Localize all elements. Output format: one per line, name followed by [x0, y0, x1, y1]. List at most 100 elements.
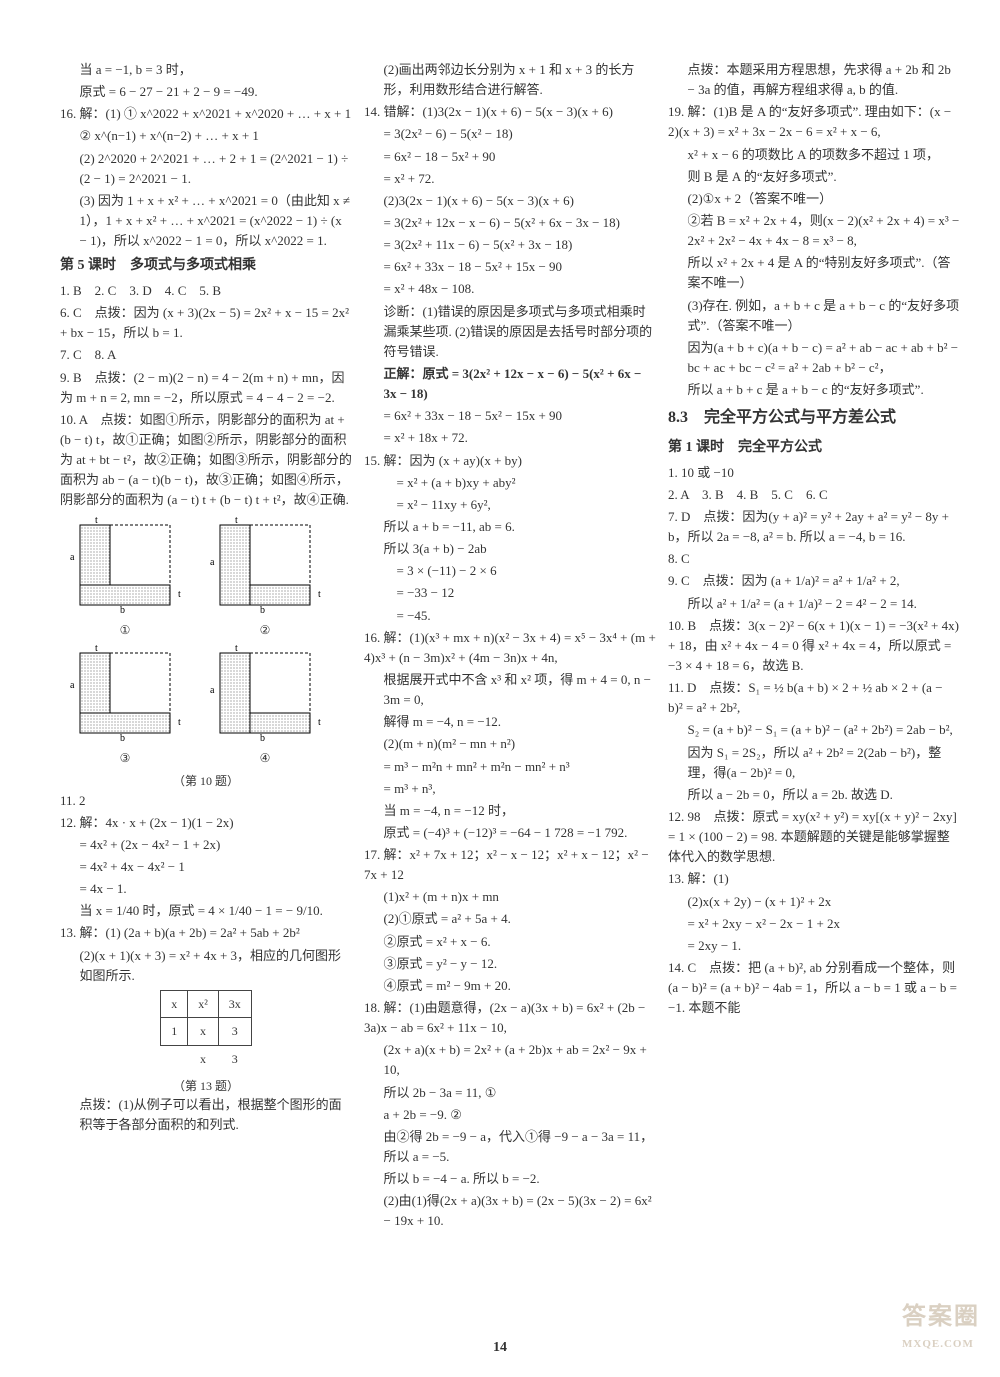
figure-caption: ④ [200, 749, 330, 768]
text-line: 16. 解：(1) ① x^2022 + x^2021 + x^2020 + …… [60, 104, 352, 124]
text-line: = 3(2x² + 12x − x − 6) − 5(x² + 6x − 3x … [364, 213, 656, 233]
text-line: (2)3(2x − 1)(x + 6) − 5(x − 3)(x + 6) [364, 191, 656, 211]
svg-text:t: t [95, 515, 98, 526]
text-line: S₂ = (a + b)² − S₁ = (a + b)² − (a² + 2b… [668, 720, 960, 740]
text-line: (3) 因为 1 + x + x² + … + x^2021 = 0（由此知 x… [60, 191, 352, 251]
text-line: 由②得 2b = −9 − a，代入①得 −9 − a − 3a = 11，所以… [364, 1127, 656, 1167]
text-line: 当 a = −1, b = 3 时， [60, 60, 352, 80]
text-line: 14. 错解：(1)3(2x − 1)(x + 6) − 5(x − 3)(x … [364, 102, 656, 122]
text-line: 所以 a + b = −11, ab = 6. [364, 517, 656, 537]
text-line: = 4x² + (2x − 4x² − 1 + 2x) [60, 835, 352, 855]
text-line: ②原式 = x² + x − 6. [364, 932, 656, 952]
text-line: 所以 b = −4 − a. 所以 b = −2. [364, 1169, 656, 1189]
text-line: 正解：原式 = 3(2x² + 12x − x − 6) − 5(x² + 6x… [364, 364, 656, 404]
text-line: (2)①原式 = a² + 5a + 4. [364, 909, 656, 929]
answer-line: 7. C 8. A [60, 345, 352, 365]
text-line: 所以 a² + 1/a² = (a + 1/a)² − 2 = 4² − 2 =… [668, 594, 960, 614]
watermark-main: 答案圈 [902, 1304, 980, 1330]
text-line: ④原式 = m² − 9m + 20. [364, 976, 656, 996]
text-line: = x² + 2xy − x² − 2x − 1 + 2x [668, 914, 960, 934]
text-line: 所以 a + b + c 是 a + b − c 的“友好多项式”. [668, 380, 960, 400]
text-line: 19. 解：(1)B 是 A 的“友好多项式”. 理由如下：(x − 2)(x … [668, 102, 960, 142]
text-line: (2)由(1)得(2x + a)(3x + b) = (2x − 5)(3x −… [364, 1191, 656, 1231]
text-line: (2) 2^2020 + 2^2021 + … + 2 + 1 = (2^202… [60, 149, 352, 189]
text-line: 因为(a + b + c)(a + b − c) = a² + ab − ac … [668, 338, 960, 378]
text-line: 根据展开式中不含 x³ 和 x² 项，得 m + 4 = 0, n − 3m =… [364, 670, 656, 710]
svg-text:b: b [120, 733, 125, 743]
text-line: = 6x² + 33x − 18 − 5x² − 15x + 90 [364, 406, 656, 426]
text-line: = m³ + n³, [364, 779, 656, 799]
svg-text:b: b [120, 605, 125, 615]
svg-text:t: t [95, 643, 98, 654]
table-cell: 1 [161, 1018, 188, 1046]
figure-caption: ① [60, 621, 190, 640]
svg-text:t: t [235, 643, 238, 654]
text-line: 16. 解：(1)(x³ + mx + n)(x² − 3x + 4) = x⁵… [364, 628, 656, 668]
text-line: 所以 a − 2b = 0，所以 a = 2b. 故选 D. [668, 785, 960, 805]
text-line: = m³ − m²n + mn² + m²n − mn² + n³ [364, 757, 656, 777]
text-line: 17. 解：x² + 7x + 12；x² − x − 12；x² + x − … [364, 845, 656, 885]
text-line: 则 B 是 A 的“友好多项式”. [668, 167, 960, 187]
text-line: (1)x² + (m + n)x + mn [364, 887, 656, 907]
text-line: = 4x − 1. [60, 879, 352, 899]
answer-line: 1. B 2. C 3. D 4. C 5. B [60, 281, 352, 301]
text-line: = 6x² + 33x − 18 − 5x² + 15x − 90 [364, 257, 656, 277]
text-line: ② x^(n−1) + x^(n−2) + … + x + 1 [60, 126, 352, 146]
text-line: 所以 3(a + b) − 2ab [364, 539, 656, 559]
chapter-heading: 8.3 完全平方公式与平方差公式 [668, 406, 960, 431]
figure-1: t a b t ① [60, 515, 190, 640]
svg-text:a: a [70, 552, 75, 563]
figure-3: t a b t ③ [60, 643, 190, 768]
column-2: (2)画出两邻边长分别为 x + 1 和 x + 3 的长方形，利用数形结合进行… [364, 60, 656, 1234]
text-line: = x² + 72. [364, 169, 656, 189]
table-cell: x [188, 1018, 219, 1046]
text-line: (3)存在. 例如，a + b + c 是 a + b − c 的“友好多项式”… [668, 296, 960, 336]
text-line: 18. 解：(1)由题意得，(2x − a)(3x + b) = 6x² + (… [364, 998, 656, 1038]
svg-text:a: a [70, 680, 75, 691]
answer-line: 11. D 点拨：S₁ = ½ b(a + b) × 2 + ½ ab × 2 … [668, 678, 960, 718]
text-line: (2)①x + 2（答案不唯一） [668, 189, 960, 209]
text-line: 所以 x² + 2x + 4 是 A 的“特别友好多项式”.（答案不唯一） [668, 253, 960, 293]
answer-line: 9. B 点拨：(2 − m)(2 − n) = 4 − 2(m + n) + … [60, 368, 352, 408]
svg-text:t: t [178, 589, 181, 600]
table-cell: 3 [218, 1018, 251, 1046]
answer-line: 6. C 点拨：因为 (x + 3)(2x − 5) = 2x² + x − 1… [60, 303, 352, 343]
page-number: 14 [0, 1337, 1000, 1359]
answer-line: 14. C 点拨：把 (a + b)², ab 分别看成一个整体，则(a − b… [668, 958, 960, 1018]
text-line: 原式 = (−4)³ + (−12)³ = −64 − 1 728 = −1 7… [364, 823, 656, 843]
answer-line: 12. 解：4x · x + (2x − 1)(1 − 2x) [60, 813, 352, 833]
answer-line: 10. A 点拨：如图①所示，阴影部分的面积为 at + (b − t) t，故… [60, 410, 352, 511]
svg-text:t: t [235, 515, 238, 526]
text-line: = −33 − 12 [364, 583, 656, 603]
text-line: = x² + (a + b)xy + aby² [364, 473, 656, 493]
answer-line: 1. 10 或 −10 [668, 463, 960, 483]
answer-line: 8. C [668, 549, 960, 569]
text-line: (2)(m + n)(m² − mn + n²) [364, 734, 656, 754]
text-line: = 2xy − 1. [668, 936, 960, 956]
figure-caption: ② [200, 621, 330, 640]
text-line: (2)x(x + 2y) − (x + 1)² + 2x [668, 892, 960, 912]
text-line: 当 m = −4, n = −12 时， [364, 801, 656, 821]
answer-line: 13. 解：(1) [668, 869, 960, 889]
svg-text:t: t [178, 717, 181, 728]
answer-line: 11. 2 [60, 791, 352, 811]
text-line: = 3(2x² + 11x − 6) − 5(x² + 3x − 18) [364, 235, 656, 255]
text-line: 点拨：本题采用方程思想，先求得 a + 2b 和 2b − 3a 的值，再解方程… [668, 60, 960, 100]
svg-text:a: a [210, 685, 215, 696]
text-line: = x² − 11xy + 6y², [364, 495, 656, 515]
text-line: = 6x² − 18 − 5x² + 90 [364, 147, 656, 167]
answer-line: 13. 解：(1) (2a + b)(a + 2b) = 2a² + 5ab +… [60, 923, 352, 943]
figure-title: （第 13 题） [60, 1077, 352, 1096]
answer-line: 2. A 3. B 4. B 5. C 6. C [668, 485, 960, 505]
page-number-value: 14 [493, 1340, 507, 1355]
svg-text:b: b [260, 605, 265, 615]
section-heading: 第 5 课时 多项式与多项式相乘 [60, 255, 352, 277]
figure-row: t a b t ① t a b t ② [60, 515, 352, 640]
text-line: = 3 × (−11) − 2 × 6 [364, 561, 656, 581]
problem-13-table: x x² 3x 1 x 3 x 3 [160, 990, 252, 1073]
text-line: (2)(x + 1)(x + 3) = x² + 4x + 3，相应的几何图形如… [60, 946, 352, 986]
text-line: 点拨：(1)从例子可以看出，根据整个图形的面积等于各部分面积的和列式. [60, 1095, 352, 1135]
svg-text:t: t [318, 589, 321, 600]
figure-caption: ③ [60, 749, 190, 768]
text-line: a + 2b = −9. ② [364, 1105, 656, 1125]
